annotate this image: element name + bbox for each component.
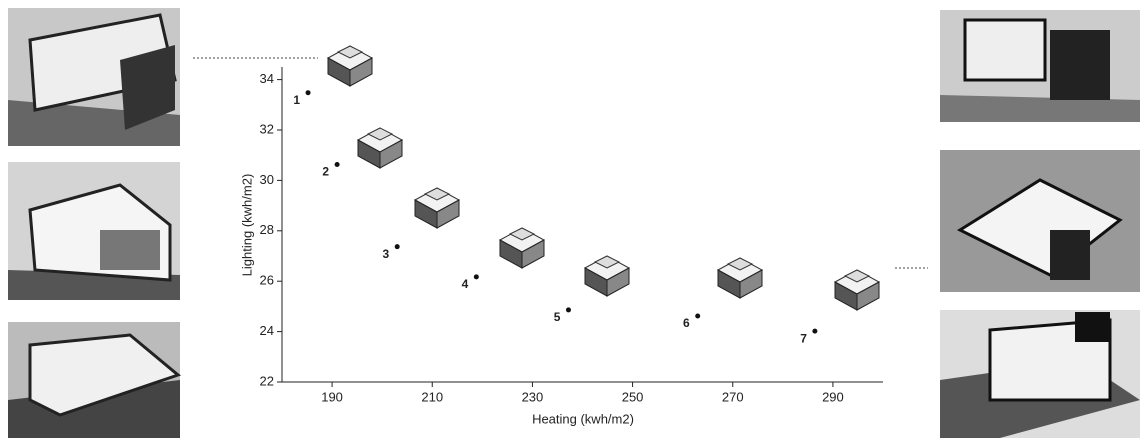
massing-icons — [328, 46, 879, 310]
point-label: 1 — [293, 93, 300, 107]
building-image — [940, 310, 1140, 438]
point-label: 5 — [554, 310, 561, 324]
point — [695, 313, 700, 318]
point-label: 7 — [800, 331, 807, 345]
y-tick-label: 34 — [260, 71, 274, 86]
y-tick-label: 26 — [260, 273, 274, 288]
x-tick-label: 230 — [522, 389, 544, 404]
x-tick-label: 250 — [622, 389, 644, 404]
building-image — [8, 322, 180, 438]
chart: Lighting (kwh/m2) Heating (kwh/m2) 22242… — [0, 0, 1145, 441]
x-tick-label: 270 — [722, 389, 744, 404]
point-label: 3 — [383, 247, 390, 261]
building-image — [940, 10, 1140, 122]
point — [306, 90, 311, 95]
y-tick-label: 30 — [260, 172, 274, 187]
x-tick-label: 190 — [321, 389, 343, 404]
point-label: 2 — [322, 165, 329, 179]
point — [812, 329, 817, 334]
x-tick-label: 210 — [421, 389, 443, 404]
y-tick-label: 32 — [260, 121, 274, 136]
building-image — [8, 8, 180, 146]
point — [395, 244, 400, 249]
x-axis-title: Heating (kwh/m2) — [532, 411, 634, 426]
point — [335, 162, 340, 167]
point — [566, 307, 571, 312]
y-tick-label: 24 — [260, 323, 274, 338]
y-tick-label: 28 — [260, 222, 274, 237]
y-tick-label: 22 — [260, 373, 274, 388]
point-label: 6 — [683, 316, 690, 330]
building-image — [940, 150, 1140, 292]
y-axis-title: Lighting (kwh/m2) — [239, 174, 254, 277]
building-image — [8, 162, 180, 300]
page: Lighting (kwh/m2) Heating (kwh/m2) 22242… — [0, 0, 1145, 441]
point — [474, 274, 479, 279]
x-tick-label: 290 — [822, 389, 844, 404]
point-label: 4 — [462, 277, 469, 291]
